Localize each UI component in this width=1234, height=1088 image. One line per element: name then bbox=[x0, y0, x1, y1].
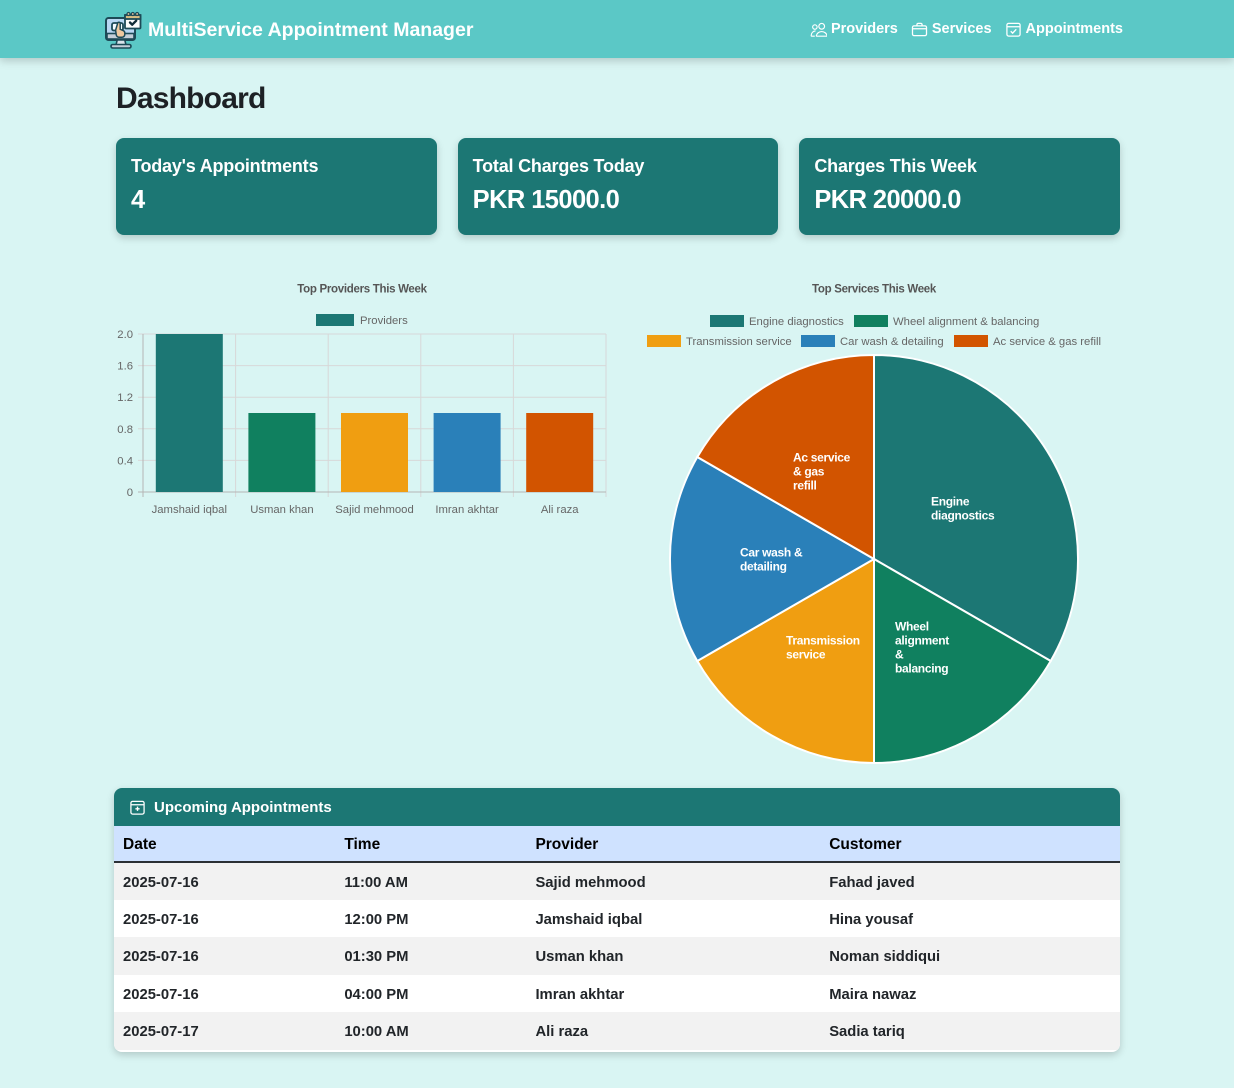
svg-text:Transmission: Transmission bbox=[786, 633, 860, 647]
svg-text:Wheel alignment & balancing: Wheel alignment & balancing bbox=[893, 316, 1039, 328]
svg-text:Engine diagnostics: Engine diagnostics bbox=[749, 316, 844, 328]
svg-text:service: service bbox=[786, 647, 826, 661]
svg-text:&: & bbox=[895, 647, 904, 661]
svg-text:Jamshaid iqbal: Jamshaid iqbal bbox=[152, 504, 227, 516]
svg-text:Car wash &: Car wash & bbox=[740, 546, 803, 560]
svg-text:Car wash & detailing: Car wash & detailing bbox=[840, 336, 944, 348]
svg-text:Ac service & gas refill: Ac service & gas refill bbox=[993, 336, 1101, 348]
svg-text:Top Providers This Week: Top Providers This Week bbox=[297, 284, 427, 296]
svg-text:1.2: 1.2 bbox=[117, 392, 133, 404]
svg-text:Sajid mehmood: Sajid mehmood bbox=[335, 504, 414, 516]
svg-text:1.6: 1.6 bbox=[117, 361, 133, 373]
svg-text:Imran akhtar: Imran akhtar bbox=[435, 504, 499, 516]
svg-text:balancing: balancing bbox=[895, 661, 948, 675]
svg-text:& gas: & gas bbox=[793, 465, 825, 479]
svg-text:diagnostics: diagnostics bbox=[931, 509, 995, 523]
svg-text:Engine: Engine bbox=[931, 495, 970, 509]
svg-text:0.8: 0.8 bbox=[117, 424, 133, 436]
svg-text:0.4: 0.4 bbox=[117, 455, 133, 467]
svg-text:Providers: Providers bbox=[360, 315, 408, 327]
svg-text:Ali raza: Ali raza bbox=[541, 504, 579, 516]
svg-text:Ac service: Ac service bbox=[793, 451, 851, 465]
svg-text:Wheel: Wheel bbox=[895, 619, 929, 633]
svg-text:Usman khan: Usman khan bbox=[250, 504, 313, 516]
svg-text:Top Services This Week: Top Services This Week bbox=[812, 284, 937, 296]
svg-text:alignment: alignment bbox=[895, 633, 949, 647]
svg-text:refill: refill bbox=[793, 479, 817, 493]
svg-text:0: 0 bbox=[127, 487, 133, 499]
svg-text:Transmission service: Transmission service bbox=[686, 336, 792, 348]
svg-text:2.0: 2.0 bbox=[117, 329, 133, 341]
svg-text:detailing: detailing bbox=[740, 560, 787, 574]
